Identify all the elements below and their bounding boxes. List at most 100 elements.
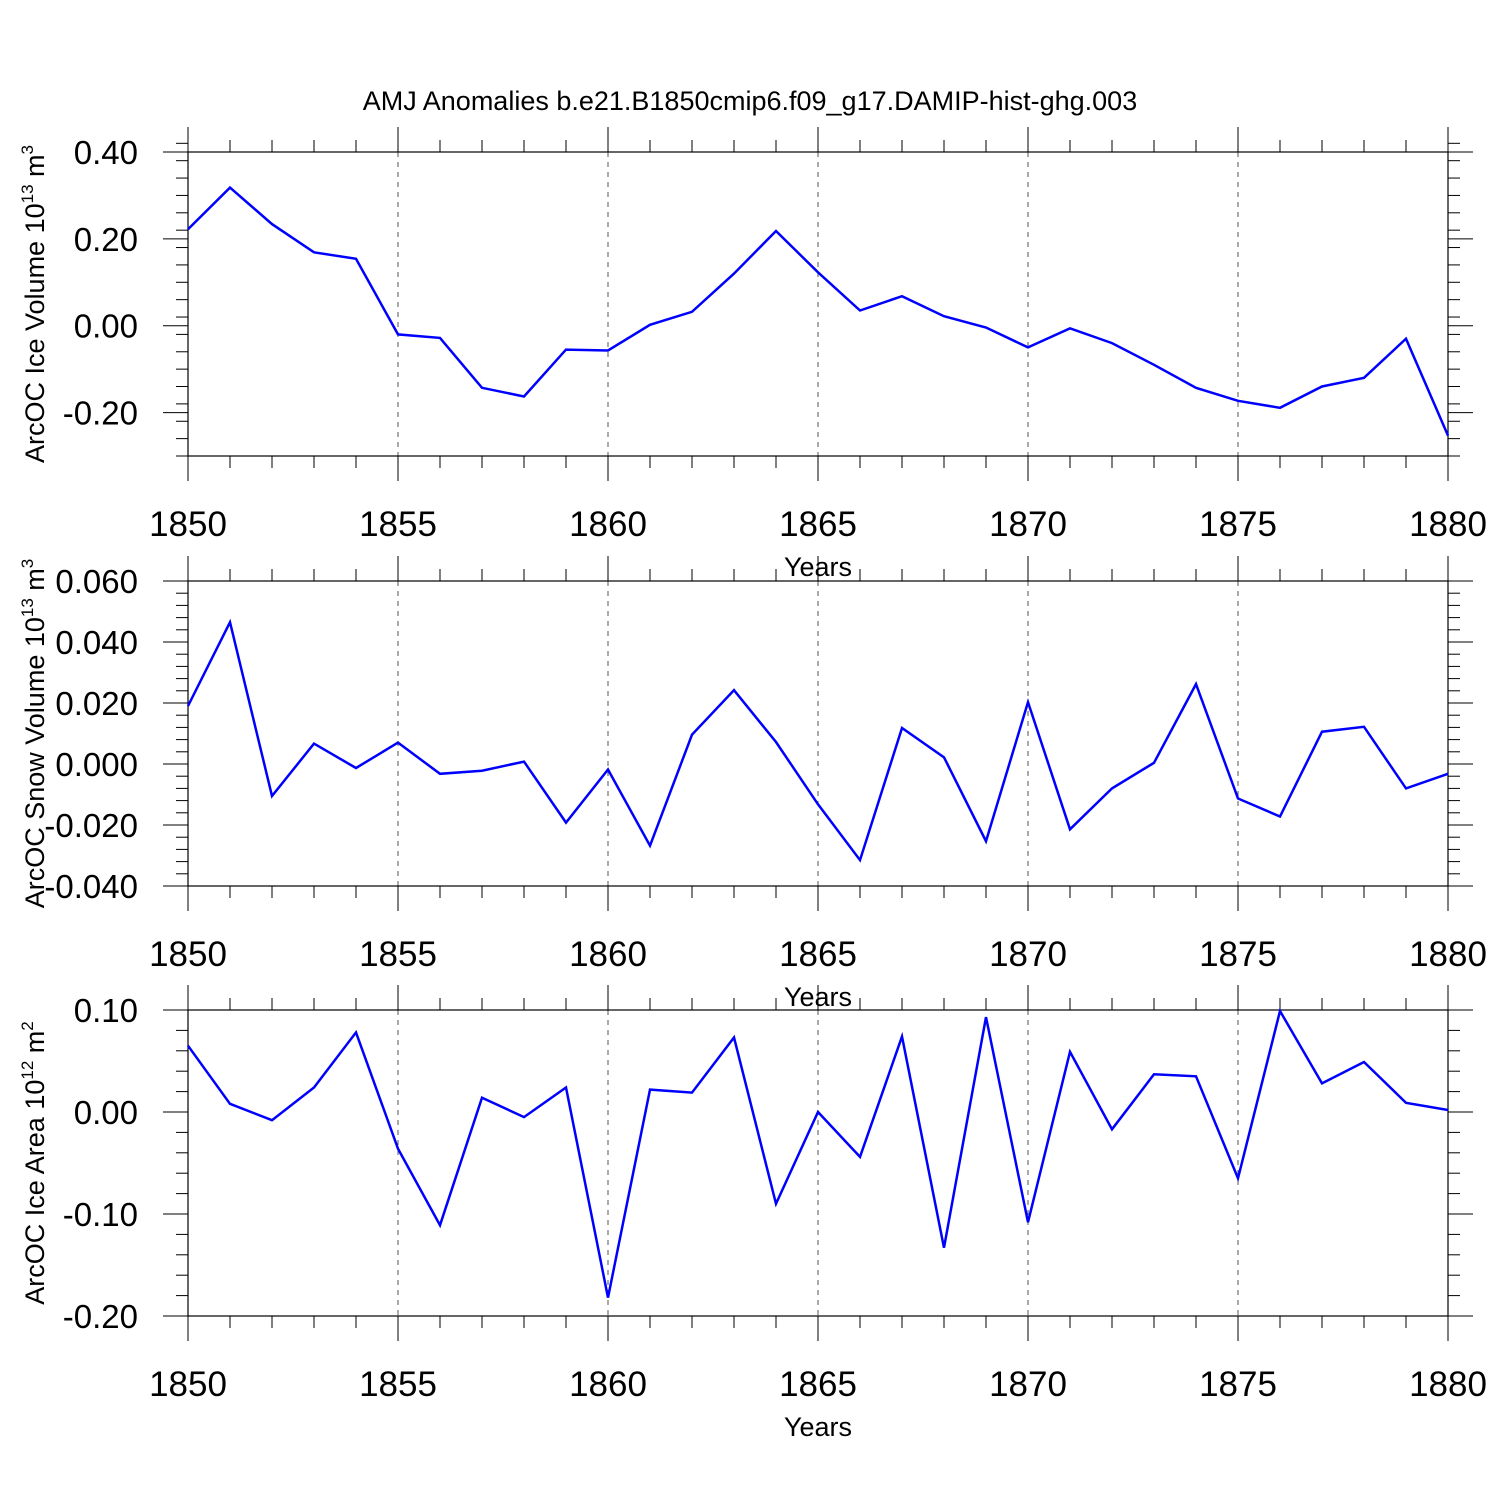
data-point <box>943 1246 945 1248</box>
data-point <box>481 387 483 389</box>
data-point <box>775 1203 777 1205</box>
data-point <box>1405 1102 1407 1104</box>
data-point <box>439 337 441 339</box>
series-line <box>187 185 1450 437</box>
data-point <box>901 295 903 297</box>
data-point <box>481 770 483 772</box>
data-point <box>1405 787 1407 789</box>
data-point <box>313 251 315 253</box>
data-point <box>943 756 945 758</box>
figure-title: AMJ Anomalies b.e21.B1850cmip6.f09_g17.D… <box>363 86 1137 116</box>
data-point <box>523 760 525 762</box>
data-point <box>397 1148 399 1150</box>
plot-frame <box>187 1009 1449 1317</box>
y-tick-label: 0.00 <box>74 308 138 345</box>
x-tick-label: 1855 <box>359 505 437 544</box>
y-tick-label: 0.060 <box>55 563 138 600</box>
data-point <box>1153 762 1155 764</box>
data-point <box>733 689 735 691</box>
data-point <box>229 1103 231 1105</box>
y-tick-label: -0.020 <box>44 807 138 844</box>
series-line <box>186 1007 1449 1298</box>
data-point <box>901 1035 903 1037</box>
data-point <box>523 395 525 397</box>
y-tick-label: 0.00 <box>74 1094 138 1131</box>
data-point <box>943 315 945 317</box>
data-point <box>1069 828 1071 830</box>
y-axis-label-unit: m <box>20 154 50 184</box>
x-tick-label: 1875 <box>1199 505 1277 544</box>
data-point <box>607 349 609 351</box>
x-tick-label: 1870 <box>989 1365 1067 1404</box>
data-point <box>481 1097 483 1099</box>
data-point <box>775 230 777 232</box>
y-axis-label-main: ArcOC Ice Area 10 <box>20 1080 50 1305</box>
y-axis-label-unit-exponent: 3 <box>18 559 37 568</box>
data-point <box>985 326 987 328</box>
data-point <box>565 348 567 350</box>
y-axis-label-exponent: 13 <box>18 598 37 617</box>
y-tick-label: -0.040 <box>44 868 138 905</box>
data-point <box>1321 1082 1323 1084</box>
data-point <box>1447 434 1449 436</box>
y-axis-label: ArcOC Snow Volume 1013 m3 <box>18 559 50 909</box>
data-point <box>565 821 567 823</box>
panels: 1850 1855 1860 1865 1870 1875 1880 -0.20 0.00 0.2… <box>18 127 1487 1442</box>
x-axis-label: Years <box>784 1412 852 1442</box>
plot-frame <box>187 151 1449 457</box>
data-point <box>607 1296 609 1298</box>
data-point <box>649 845 651 847</box>
data-point <box>439 1224 441 1226</box>
data-point <box>817 1111 819 1113</box>
data-point <box>1111 1128 1113 1130</box>
y-tick-label: 0.040 <box>55 624 138 661</box>
data-point <box>397 333 399 335</box>
x-tick-label: 1850 <box>149 935 227 974</box>
data-point <box>1237 797 1239 799</box>
data-point <box>271 1119 273 1121</box>
x-tick-label: 1855 <box>359 1365 437 1404</box>
data-point <box>1195 1075 1197 1077</box>
data-point <box>1027 1221 1029 1223</box>
data-point <box>817 803 819 805</box>
y-axis-label-main: ArcOC Snow Volume 10 <box>20 617 50 908</box>
data-point <box>1279 1010 1281 1012</box>
y-axis-label-unit-exponent: 3 <box>18 145 37 154</box>
data-point <box>859 1156 861 1158</box>
plot-frame <box>187 580 1449 887</box>
panel-2: 1850 1855 1860 1865 1870 1875 1880 -0.040 -0.020… <box>18 556 1487 1012</box>
data-point <box>1153 364 1155 366</box>
data-point <box>1363 1061 1365 1063</box>
y-axis-label-exponent: 12 <box>18 1061 37 1080</box>
data-point <box>355 258 357 260</box>
panel-3: 1850 1855 1860 1865 1870 1875 1880 -0.20 -0.10 0.… <box>18 985 1487 1442</box>
data-point <box>439 773 441 775</box>
x-tick-label: 1860 <box>569 935 647 974</box>
x-tick-label: 1880 <box>1409 1365 1487 1404</box>
data-point <box>1237 1177 1239 1179</box>
data-point <box>691 1091 693 1093</box>
data-point <box>397 741 399 743</box>
data-point <box>985 840 987 842</box>
y-axis-label-unit-exponent: 2 <box>18 1021 37 1030</box>
data-point <box>733 272 735 274</box>
x-tick-label: 1850 <box>149 1365 227 1404</box>
data-point <box>733 1036 735 1038</box>
data-point <box>523 1116 525 1118</box>
y-tick-label: 0.10 <box>74 992 138 1029</box>
y-tick-label: 0.20 <box>74 221 138 258</box>
x-tick-label: 1850 <box>149 505 227 544</box>
data-point <box>187 1045 189 1047</box>
y-tick-label: 0.40 <box>74 134 138 171</box>
x-tick-label: 1870 <box>989 505 1067 544</box>
data-point <box>1153 1073 1155 1075</box>
data-point <box>1069 1051 1071 1053</box>
panel-1: 1850 1855 1860 1865 1870 1875 1880 -0.20 0.00 0.2… <box>18 127 1487 582</box>
data-point <box>1363 726 1365 728</box>
data-point <box>1195 683 1197 685</box>
data-point <box>1027 701 1029 703</box>
data-point <box>859 309 861 311</box>
data-point <box>901 727 903 729</box>
data-point <box>607 768 609 770</box>
data-point <box>775 741 777 743</box>
